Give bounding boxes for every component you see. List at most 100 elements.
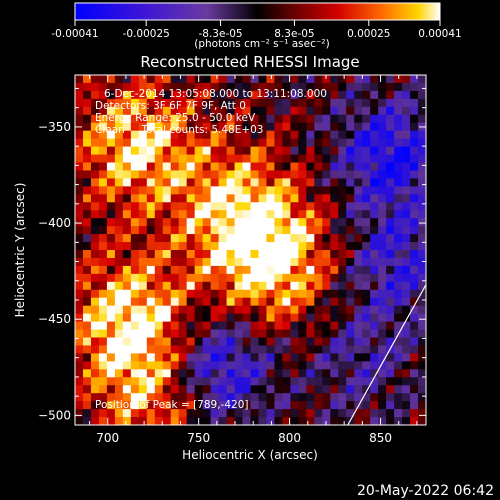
heatmap-cell [338,385,347,394]
heatmap-cell [75,385,84,394]
heatmap-cell [162,178,172,187]
heatmap-cell [266,146,276,156]
heatmap-cell [298,393,307,402]
heatmap-cell [162,106,172,116]
heatmap-cell [154,114,164,124]
heatmap-cell [218,170,228,179]
heatmap-cell [90,297,100,307]
heatmap-cell [306,385,315,394]
heatmap-cell [82,409,92,418]
heatmap-cell [90,250,100,259]
heatmap-cell [130,377,140,386]
heatmap-cell [170,337,180,347]
heatmap-cell [210,186,220,195]
heatmap-cell [114,337,124,347]
heatmap-cell [82,82,92,92]
heatmap-cell [114,265,124,275]
heatmap-cell [242,321,252,331]
heatmap-cell [90,369,100,378]
heatmap-cell [75,138,84,148]
heatmap-cell [242,417,252,425]
heatmap-cell [242,393,252,402]
heatmap-cell [386,305,395,315]
heatmap-cell [274,297,284,307]
heatmap-cell [194,194,204,203]
heatmap-cell [90,257,100,267]
heatmap-cell [202,305,212,315]
heatmap-cell [146,170,156,179]
heatmap-cell [290,297,299,307]
heatmap-cell [338,234,347,243]
heatmap-cell [186,377,196,386]
heatmap-cell [234,250,244,259]
heatmap-cell [290,345,299,354]
heatmap-cell [218,122,228,132]
heatmap-cell [194,281,204,291]
heatmap-cell [202,289,212,299]
heatmap-cell [370,401,379,410]
heatmap-cell [90,162,100,172]
heatmap-cell [322,265,331,275]
heatmap-cell [402,138,411,148]
heatmap-cell [386,313,395,323]
heatmap-cell [314,265,323,275]
heatmap-cell [106,170,116,179]
heatmap-cell [122,265,132,275]
heatmap-cell [378,385,387,394]
heatmap-cell [186,257,196,267]
heatmap-cell [298,178,307,187]
heatmap-cell [178,242,188,251]
heatmap-cell [170,75,180,84]
heatmap-cell [394,297,403,307]
heatmap-cell [98,146,108,156]
heatmap-cell [354,138,363,148]
heatmap-cell [178,218,188,227]
heatmap-cell [402,361,411,370]
heatmap-cell [138,257,148,267]
heatmap-cell [290,257,299,267]
heatmap-cell [258,186,268,195]
heatmap-cell [218,281,228,291]
heatmap-cell [274,194,284,203]
heatmap-cell [202,281,212,291]
heatmap-cell [298,289,307,299]
heatmap-cell [306,305,315,315]
heatmap-cell [250,218,260,227]
heatmap-cell [306,178,315,187]
heatmap-cell [362,345,371,354]
heatmap-cell [202,313,212,323]
heatmap-cell [322,226,331,235]
heatmap-cell [250,178,260,187]
heatmap-cell [210,218,220,227]
heatmap-cell [362,401,371,410]
heatmap-cell [386,393,395,402]
heatmap-cell [178,178,188,187]
heatmap-cell [130,329,140,339]
heatmap-cell [266,202,276,211]
heatmap-cell [162,361,172,370]
heatmap-cell [306,218,315,227]
heatmap-cell [346,98,355,108]
heatmap-cell [370,337,379,347]
heatmap-cell [298,377,307,386]
heatmap-cell [338,337,347,347]
heatmap-cell [298,321,307,331]
heatmap-cell [75,242,84,251]
heatmap-cell [394,202,403,211]
heatmap-cell [290,313,299,323]
heatmap-cell [242,226,252,235]
heatmap-cell [98,98,108,108]
heatmap-cell [330,337,339,347]
heatmap-cell [314,154,323,164]
heatmap-cell [386,353,395,362]
heatmap-cell [242,178,252,187]
heatmap-cell [306,321,315,331]
heatmap-cell [330,138,339,148]
heatmap-cell [298,250,307,259]
heatmap-cell [114,321,124,331]
heatmap-cell [130,345,140,354]
heatmap-cell [186,122,196,132]
heatmap-cell [314,361,323,370]
heatmap-cell [234,297,244,307]
heatmap-cell [122,98,132,108]
